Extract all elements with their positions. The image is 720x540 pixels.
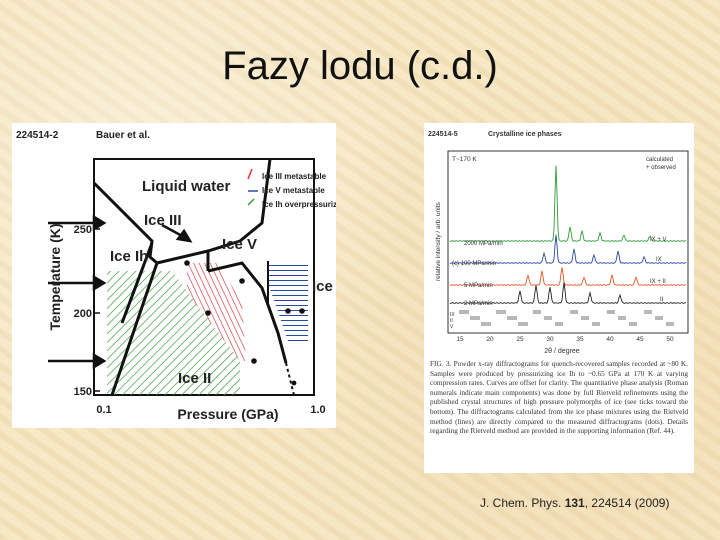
data-point [239, 278, 245, 284]
trace-label-100: (c) 100 MPa/min [452, 261, 496, 267]
trace-phase-2000: IX + V [650, 237, 667, 243]
xrd-x-ticks: 15 20 25 30 35 40 45 50 [456, 336, 674, 343]
ih-ii-lower-boundary [110, 262, 159, 396]
region-ice-ii: Ice II [178, 370, 211, 387]
legend-label-ice-iii: Ice III metastable [262, 172, 327, 181]
ii-v-boundary [207, 261, 288, 364]
y-axis-ticks [94, 228, 100, 392]
xrd-x-label: 2θ / degree [544, 348, 580, 355]
y-tick-200: 200 [74, 308, 92, 320]
trace-phase-100: IX [656, 257, 662, 263]
trace-label-5: 5 MPa/min [464, 283, 493, 289]
data-point [285, 308, 291, 314]
legend-observed: + observed [646, 165, 676, 171]
legend-swatch-green [247, 198, 255, 206]
region-ice-ih: Ice Ih [110, 248, 148, 265]
xrd-title: Crystalline ice phases [488, 131, 562, 138]
x-tick: 40 [606, 336, 614, 343]
xrd-trace [449, 267, 686, 286]
citation-volume: 131 [564, 496, 585, 510]
x-tick: 50 [666, 336, 674, 343]
y-tick-250: 250 [74, 224, 92, 236]
region-ice-v: Ice V [222, 236, 257, 253]
xrd-trace [449, 234, 686, 264]
xrd-trace [449, 282, 686, 304]
slide-title: Fazy lodu (c.d.) [222, 44, 498, 88]
x-tick-0-1: 0.1 [96, 404, 111, 416]
melting-boundary [156, 158, 272, 265]
y-tick-150: 150 [74, 386, 92, 398]
ice-ih-overpressurized-region [107, 271, 240, 395]
x-tick: 20 [486, 336, 494, 343]
y-axis-label: Temperature (K) [47, 223, 63, 330]
x-tick: 45 [636, 336, 644, 343]
tick-row-ix: IX [450, 312, 455, 318]
xrd-traces [449, 165, 686, 304]
legend-label-ice-v: Ice V metastable [262, 186, 325, 195]
data-point [184, 260, 190, 266]
data-point [299, 308, 305, 314]
temp-label: T~170 K [452, 156, 477, 163]
ice-v-metastable-region [268, 261, 308, 341]
figure-id-right: 224514-5 [428, 131, 458, 138]
xrd-trace-labels: 2000 MPa/min IX + V (c) 100 MPa/min IX 5… [452, 237, 667, 307]
legend-calculated: calculated [646, 157, 673, 163]
data-point [291, 380, 297, 386]
phase-diagram: 224514-2 Bauer et al. [16, 130, 351, 422]
figure-id-left: 224514-2 [16, 130, 59, 141]
trace-phase-5: IX + II [650, 279, 666, 285]
phase-diagram-panel: 224514-2 Bauer et al. [12, 123, 351, 428]
legend-label-ice-ih: Ice Ih overpressurized [262, 200, 336, 209]
citation: J. Chem. Phys. 131, 224514 (2009) [480, 496, 670, 510]
legend-swatch-red [247, 168, 253, 180]
x-tick: 15 [456, 336, 464, 343]
region-ice-vi: Ice VI [312, 278, 336, 295]
xrd-y-label: relative intensity / arb. units [435, 201, 442, 281]
data-point [205, 310, 211, 316]
xrd-figure-panel: 224514-5 Crystalline ice phases T~170 K … [424, 123, 694, 473]
x-tick-1-0: 1.0 [310, 404, 325, 416]
region-liquid-water: Liquid water [142, 178, 231, 195]
x-axis-label: Pressure (GPa) [177, 406, 278, 422]
citation-journal: J. Chem. Phys. [480, 496, 562, 510]
trace-phase-2: II [660, 297, 664, 303]
tick-row-ii: II [450, 318, 453, 324]
x-tick: 35 [576, 336, 584, 343]
region-ice-iii: Ice III [144, 212, 182, 229]
x-tick: 30 [546, 336, 554, 343]
data-point [251, 358, 257, 364]
trace-label-2: 2 MPa/min [464, 301, 493, 307]
x-tick: 25 [516, 336, 524, 343]
xrd-phase-ticks [459, 310, 674, 326]
figure-caption: FIG. 3. Powder x-ray diffractograms for … [430, 359, 688, 436]
tick-row-v: V [450, 324, 454, 330]
citation-article: 224514 (2009) [591, 496, 670, 510]
ih-ii-boundary [120, 242, 154, 324]
xrd-trace [449, 165, 686, 242]
compression-arrows [48, 214, 193, 370]
figure-author: Bauer et al. [96, 130, 150, 141]
trace-label-2000: 2000 MPa/min [464, 241, 503, 247]
xrd-figure: 224514-5 Crystalline ice phases T~170 K … [428, 131, 689, 355]
ice-iii-metastable-region [187, 263, 246, 361]
